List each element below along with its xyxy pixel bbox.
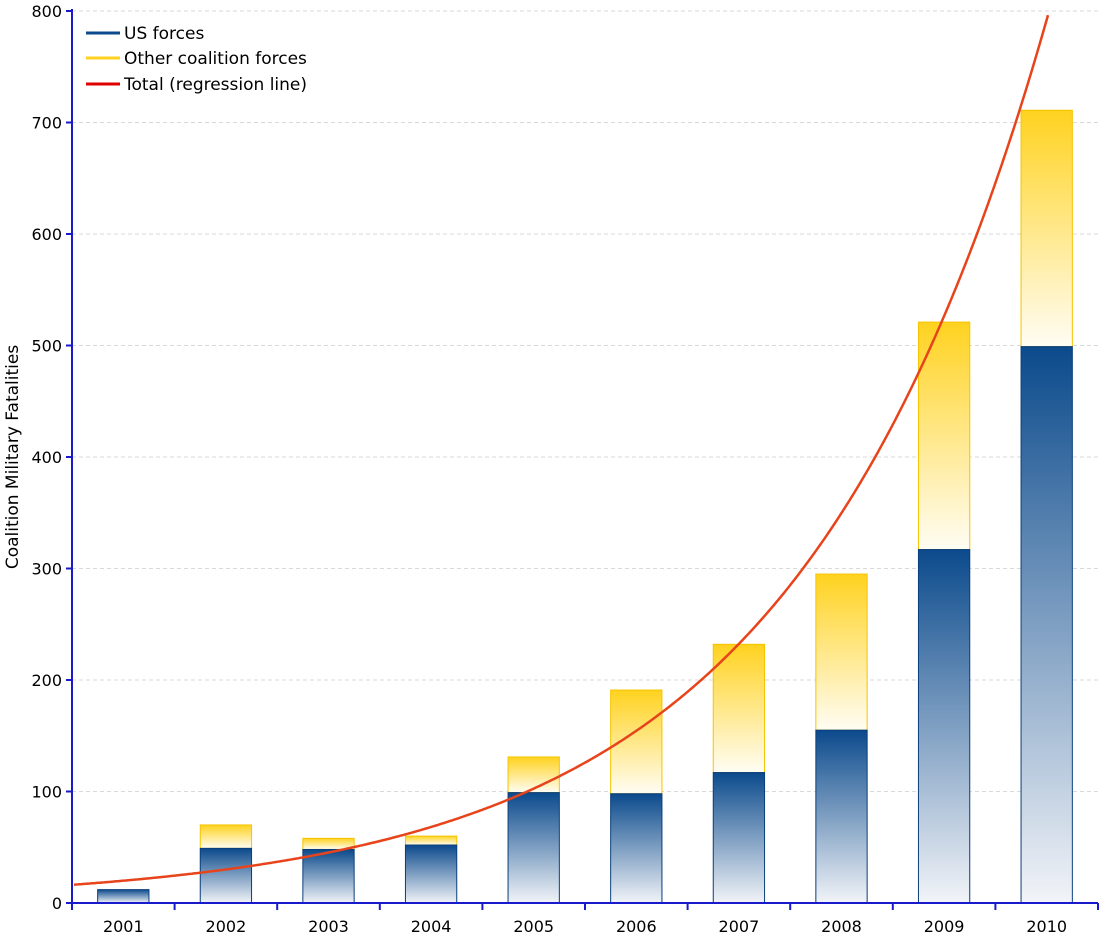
bar-other-coalition-forces-2007 (712, 643, 766, 774)
regression-line (73, 14, 1050, 886)
y-tick-label-200: 200 (31, 671, 62, 690)
bar-other-coalition-forces-2009 (917, 321, 971, 551)
y-tick-label-100: 100 (31, 783, 62, 802)
legend: US forces Other coalition forces Total (… (86, 24, 307, 95)
x-tick-label-2008: 2008 (821, 917, 862, 936)
x-tick-label-2001: 2001 (103, 917, 144, 936)
bar-us-forces-2008 (815, 729, 868, 904)
bar-other-coalition-forces-2002 (199, 824, 253, 849)
bar-us-forces-2007 (712, 772, 766, 904)
legend-label-regression-line: Total (regression line) (123, 75, 307, 95)
bar-other-coalition-forces-2010 (1020, 109, 1073, 348)
x-tick-label-2009: 2009 (924, 917, 965, 936)
bar-us-forces-2009 (917, 549, 971, 904)
x-tick-label-2006: 2006 (616, 917, 657, 936)
y-tick-label-800: 800 (31, 2, 62, 21)
x-tick-label-2007: 2007 (719, 917, 760, 936)
legend-label-other-coalition-forces: Other coalition forces (124, 49, 307, 69)
y-tick-label-300: 300 (31, 560, 62, 579)
regression-line-layer (73, 14, 1050, 886)
bar-us-forces-2002 (199, 847, 253, 904)
axes: 0 100 200 300 400 500 600 700 800 2001 2002 2003 200… (31, 2, 1099, 936)
y-tick-label-400: 400 (31, 448, 62, 467)
x-tick-label-2003: 2003 (308, 917, 349, 936)
x-tick-label-2005: 2005 (513, 917, 554, 936)
bar-us-forces-2010 (1020, 346, 1073, 904)
bar-us-forces-2001 (97, 889, 150, 904)
bar-us-forces-2006 (610, 793, 663, 904)
y-tick-label-700: 700 (31, 114, 62, 133)
bars (97, 109, 1073, 904)
y-tick-label-600: 600 (31, 225, 62, 244)
bar-us-forces-2005 (507, 792, 560, 904)
bar-other-coalition-forces-2008 (815, 573, 868, 731)
x-tick-label-2002: 2002 (206, 917, 247, 936)
x-tick-label-2004: 2004 (411, 917, 452, 936)
y-tick-label-500: 500 (31, 337, 62, 356)
x-tick-label-2010: 2010 (1026, 917, 1067, 936)
bar-us-forces-2004 (404, 844, 458, 904)
y-tick-label-0: 0 (52, 894, 62, 913)
legend-label-us-forces: US forces (124, 24, 204, 44)
bar-other-coalition-forces-2004 (404, 835, 458, 846)
y-axis-label: Coalition Military Fatalities (3, 345, 23, 569)
grid-lines (72, 10, 1098, 792)
bar-us-forces-2003 (302, 848, 355, 904)
